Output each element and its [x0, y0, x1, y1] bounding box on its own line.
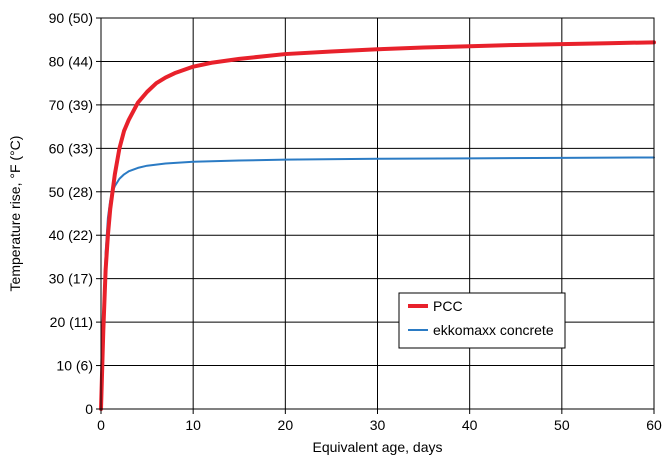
- y-tick-label: 50 (28): [49, 184, 93, 200]
- y-tick-label: 80 (44): [49, 53, 93, 69]
- legend: PCC ekkomaxx concrete: [398, 292, 566, 349]
- y-tick-label: 30 (17): [49, 271, 93, 287]
- y-axis-label: Temperature rise, °F (°C): [7, 136, 23, 292]
- series-line-pcc: [99, 40, 656, 411]
- y-tick-label: 20 (11): [50, 314, 93, 330]
- x-tick-label: 30: [370, 417, 386, 433]
- y-axis-ticks: 0 10 (6) 20 (11) 30 (17) 40 (22) 50 (28) 60 (3…: [49, 10, 101, 417]
- y-tick-label: 70 (39): [49, 97, 93, 113]
- y-tick-label: 90 (50): [49, 10, 93, 26]
- grid: [101, 18, 654, 409]
- x-tick-label: 20: [278, 417, 294, 433]
- x-axis-ticks: 0 10 20 30 40 50 60: [97, 409, 662, 433]
- x-tick-label: 0: [97, 417, 105, 433]
- legend-label-pcc: PCC: [433, 298, 463, 314]
- legend-box: [398, 292, 566, 349]
- x-tick-label: 60: [646, 417, 662, 433]
- y-tick-label: 60 (33): [49, 140, 93, 156]
- x-tick-label: 40: [462, 417, 478, 433]
- x-tick-label: 10: [185, 417, 201, 433]
- x-axis-label: Equivalent age, days: [313, 439, 443, 455]
- y-tick-label: 40 (22): [49, 227, 93, 243]
- x-tick-label: 50: [554, 417, 570, 433]
- series-layer: [99, 40, 656, 411]
- legend-label-ekkomaxx: ekkomaxx concrete: [433, 322, 554, 338]
- y-tick-label: 0: [85, 401, 93, 417]
- y-tick-label: 10 (6): [56, 358, 93, 374]
